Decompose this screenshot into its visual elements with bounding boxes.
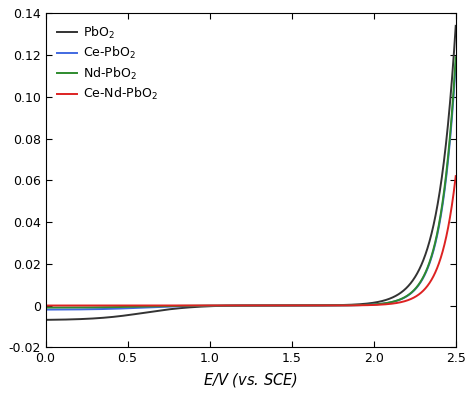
PbO$_2$ [441, 162, 447, 166]
Nd-PbO$_2$ [441, 191, 447, 196]
Ce-PbO$_2$ [441, 195, 447, 200]
PbO$_2$ [231, 303, 237, 308]
Nd-PbO$_2$ [43, 305, 48, 310]
X-axis label: $E$/V (vs. SCE): $E$/V (vs. SCE) [203, 371, 298, 389]
Ce-PbO$_2$ [231, 303, 237, 308]
Line: Ce-Nd-PbO$_2$: Ce-Nd-PbO$_2$ [46, 176, 456, 306]
Ce-Nd-PbO$_2$ [365, 303, 371, 308]
Ce-PbO$_2$ [43, 307, 48, 312]
Nd-PbO$_2$ [365, 303, 371, 307]
Ce-PbO$_2$ [365, 303, 371, 307]
Nd-PbO$_2$ [242, 303, 248, 308]
PbO$_2$ [453, 23, 458, 28]
Ce-PbO$_2$ [441, 194, 447, 198]
Ce-Nd-PbO$_2$ [242, 303, 248, 308]
PbO$_2$ [365, 301, 371, 306]
Ce-Nd-PbO$_2$ [441, 245, 447, 250]
Line: Nd-PbO$_2$: Nd-PbO$_2$ [46, 57, 456, 308]
PbO$_2$ [43, 318, 48, 322]
Ce-PbO$_2$ [64, 307, 69, 312]
Nd-PbO$_2$ [231, 303, 237, 308]
Ce-PbO$_2$ [242, 303, 248, 308]
Ce-Nd-PbO$_2$ [43, 303, 48, 308]
Line: Ce-PbO$_2$: Ce-PbO$_2$ [46, 64, 456, 310]
Ce-Nd-PbO$_2$ [64, 303, 69, 308]
Ce-Nd-PbO$_2$ [441, 245, 447, 249]
Legend: PbO$_2$, Ce-PbO$_2$, Nd-PbO$_2$, Ce-Nd-PbO$_2$: PbO$_2$, Ce-PbO$_2$, Nd-PbO$_2$, Ce-Nd-P… [52, 19, 163, 107]
Nd-PbO$_2$ [453, 55, 458, 60]
PbO$_2$ [64, 317, 69, 322]
Nd-PbO$_2$ [64, 305, 69, 310]
Line: PbO$_2$: PbO$_2$ [46, 26, 456, 320]
Ce-Nd-PbO$_2$ [453, 174, 458, 179]
Nd-PbO$_2$ [441, 192, 447, 197]
Ce-Nd-PbO$_2$ [231, 303, 237, 308]
PbO$_2$ [242, 303, 248, 308]
Ce-PbO$_2$ [453, 61, 458, 66]
PbO$_2$ [441, 160, 447, 164]
